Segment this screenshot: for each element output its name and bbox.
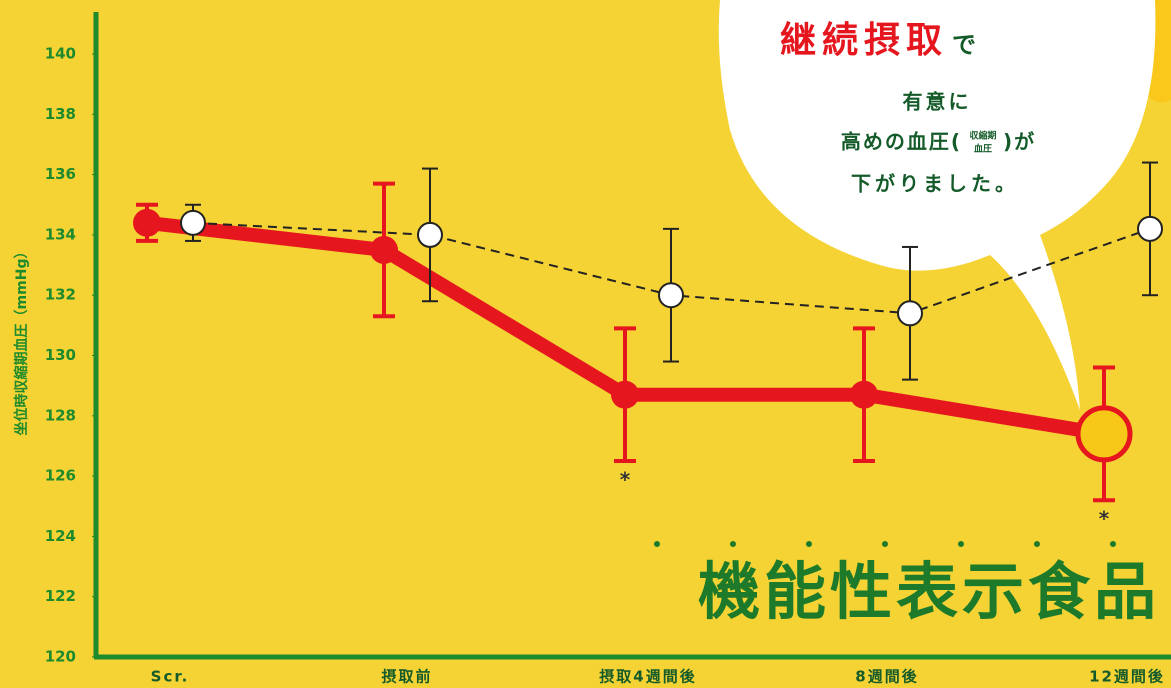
y-tick-label: 138	[45, 105, 76, 123]
y-tick-label: 128	[45, 406, 76, 424]
marker	[611, 380, 639, 409]
y-tick-label: 140	[45, 45, 76, 63]
marker	[658, 282, 684, 309]
x-tick-label: Scr.	[151, 668, 190, 686]
callout-suffix: で	[952, 31, 976, 59]
y-tick-label: 132	[45, 286, 76, 304]
callout-emphasis: 継続摂取	[780, 20, 948, 61]
significance-label: *	[1099, 507, 1110, 531]
x-tick-label: 摂取前	[381, 668, 432, 686]
x-tick-label: 12週間後	[1089, 668, 1165, 686]
callout-small: 収縮期	[969, 130, 996, 142]
series	[180, 161, 1163, 381]
marker	[370, 235, 398, 264]
y-tick-label: 126	[45, 467, 76, 485]
y-tick-label: 124	[45, 527, 76, 545]
marker	[180, 209, 206, 236]
x-tick-label: 摂取4週間後	[599, 668, 696, 686]
y-tick-label: 122	[45, 587, 76, 605]
badge-text: 機能性表示食品	[698, 555, 1160, 628]
series: **	[133, 181, 1133, 531]
callout-line: 高めの血圧(	[841, 130, 962, 154]
y-tick-label: 134	[45, 225, 76, 243]
callout-text: 継続摂取 で 有意に 高めの血圧( 収縮期 血圧 )が 下がりました。	[780, 20, 1036, 196]
marker	[133, 208, 161, 237]
callout-small: 血圧	[974, 143, 992, 155]
callout-line: 有意に	[903, 90, 972, 114]
x-tick-label: 8週間後	[855, 668, 918, 686]
marker	[897, 300, 923, 327]
callout-line: )が	[1003, 130, 1036, 154]
y-tick-label: 120	[45, 648, 76, 666]
y-tick-label: 136	[45, 165, 76, 183]
marker	[850, 380, 878, 409]
speech-bubble	[718, 0, 1156, 410]
y-axis-label: 坐位時収縮期血圧（mmHg）	[13, 245, 30, 436]
marker	[1137, 215, 1163, 242]
marker	[417, 221, 443, 248]
marker	[1075, 405, 1133, 463]
significance-label: *	[620, 468, 631, 492]
badge-dots	[654, 541, 1116, 547]
callout-line: 下がりました。	[851, 172, 1019, 196]
bubble-shape	[718, 0, 1156, 410]
y-tick-label: 130	[45, 346, 76, 364]
